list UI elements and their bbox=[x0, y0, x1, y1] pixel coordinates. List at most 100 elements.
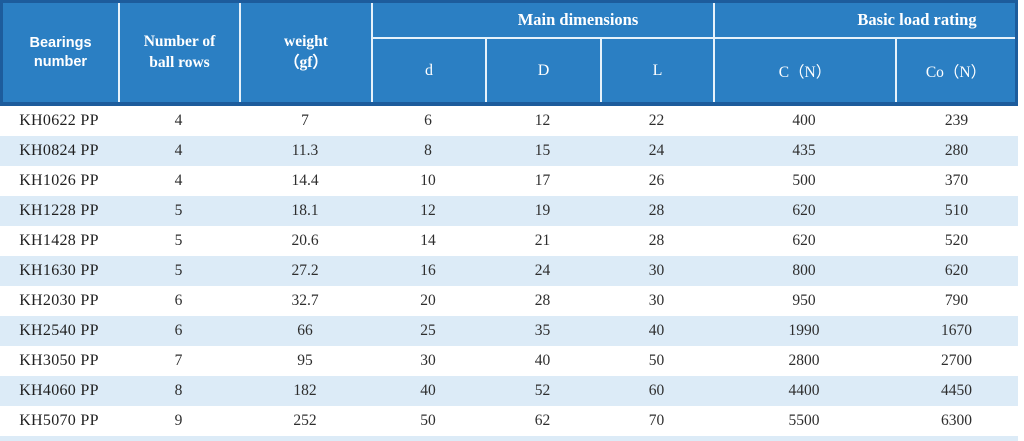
cell-Co: 239 bbox=[944, 112, 969, 130]
cell-C: 950 bbox=[792, 292, 816, 310]
cell-bearing-number: KH4060 PP bbox=[19, 382, 99, 399]
cell-L: 26 bbox=[648, 172, 665, 190]
cell-bearing-number: KH1228 PP bbox=[19, 202, 99, 219]
cell-Co: 370 bbox=[944, 172, 969, 190]
cell-L: 70 bbox=[648, 412, 665, 430]
cell-d: 6 bbox=[424, 112, 432, 130]
cell-C: 1990 bbox=[788, 322, 820, 340]
cell-d: 14 bbox=[420, 232, 436, 250]
header-cell-L: L bbox=[602, 39, 713, 102]
cell-Co: 280 bbox=[944, 142, 969, 160]
cell-C: 4400 bbox=[788, 382, 820, 400]
cell-ball-rows: 4 bbox=[174, 112, 183, 130]
header-cell-bearings-number: Bearings number bbox=[3, 3, 118, 102]
cell-Co: 510 bbox=[944, 202, 969, 220]
cell-D: 15 bbox=[534, 142, 551, 160]
cell-weight: 32.7 bbox=[291, 292, 319, 310]
table-row: KH4060 PP 8 182 40 52 60 4400 4450 bbox=[0, 376, 1018, 406]
cell-C: 5500 bbox=[788, 412, 820, 430]
cell-d: 25 bbox=[420, 322, 436, 340]
cell-Co: 520 bbox=[944, 232, 969, 250]
cell-Co: 4450 bbox=[941, 382, 972, 400]
header-cell-d: d bbox=[373, 39, 485, 102]
cell-D: 24 bbox=[534, 262, 551, 280]
cell-weight: 95 bbox=[297, 352, 313, 370]
header-group-basic-load-rating: Basic load rating bbox=[715, 3, 1015, 37]
cell-L: 24 bbox=[648, 142, 665, 160]
cell-C: 400 bbox=[792, 112, 816, 130]
cell-D: 21 bbox=[534, 232, 551, 250]
cell-bearing-number: KH3050 PP bbox=[19, 352, 99, 369]
cell-ball-rows: 4 bbox=[174, 142, 183, 160]
cell-d: 10 bbox=[420, 172, 436, 190]
cell-L: 30 bbox=[648, 292, 665, 310]
cell-ball-rows: 5 bbox=[174, 262, 183, 280]
cell-D: 17 bbox=[534, 172, 551, 190]
cell-L: 22 bbox=[648, 112, 665, 130]
cell-bearing-number: KH2540 PP bbox=[19, 322, 99, 339]
cell-D: 62 bbox=[534, 412, 551, 430]
cell-d: 40 bbox=[420, 382, 436, 400]
cell-ball-rows: 5 bbox=[174, 232, 183, 250]
cell-ball-rows: 4 bbox=[174, 172, 183, 190]
cell-ball-rows: 6 bbox=[174, 322, 183, 340]
table-row: KH2540 PP 6 66 25 35 40 1990 1670 bbox=[0, 316, 1018, 346]
cell-bearing-number: KH2030 PP bbox=[19, 292, 99, 309]
cell-D: 40 bbox=[534, 352, 551, 370]
cell-C: 435 bbox=[792, 142, 816, 160]
cell-weight: 27.2 bbox=[291, 262, 319, 280]
cell-L: 28 bbox=[648, 232, 665, 250]
cell-weight: 18.1 bbox=[291, 202, 319, 220]
cell-bearing-number: KH0622 PP bbox=[19, 112, 99, 129]
cell-L: 40 bbox=[648, 322, 665, 340]
table-row: KH2030 PP 6 32.7 20 28 30 950 790 bbox=[0, 286, 1018, 316]
header-label-weight: weight bbox=[284, 32, 328, 50]
cell-bearing-number: KH5070 PP bbox=[19, 412, 99, 429]
cell-Co: 1670 bbox=[941, 322, 972, 340]
cell-D: 19 bbox=[534, 202, 551, 220]
cell-d: 50 bbox=[420, 412, 436, 430]
header-cell-Co-N: Co（N） bbox=[897, 39, 1015, 102]
cell-D: 52 bbox=[534, 382, 551, 400]
cell-weight: 14.4 bbox=[291, 172, 319, 190]
table-row: KH1428 PP 5 20.6 14 21 28 620 520 bbox=[0, 226, 1018, 256]
cell-d: 20 bbox=[420, 292, 436, 310]
cell-weight: 20.6 bbox=[291, 232, 319, 250]
header-label-number-of-ball-rows: Number of ball rows bbox=[143, 32, 216, 71]
cell-L: 28 bbox=[648, 202, 665, 220]
cell-C: 800 bbox=[792, 262, 816, 280]
cell-ball-rows: 5 bbox=[174, 202, 183, 220]
cell-d: 16 bbox=[420, 262, 436, 280]
table-row: KH1630 PP 5 27.2 16 24 30 800 620 bbox=[0, 256, 1018, 286]
cell-D: 12 bbox=[534, 112, 551, 130]
table-row: KH0622 PP 4 7 6 12 22 400 239 bbox=[0, 106, 1018, 136]
cell-ball-rows: 8 bbox=[174, 382, 183, 400]
header-cell-D: D bbox=[487, 39, 600, 102]
cell-bearing-number: KH1630 PP bbox=[19, 262, 99, 279]
cell-Co: 620 bbox=[944, 262, 969, 280]
cell-weight: 252 bbox=[293, 412, 317, 430]
header-label-bearings-number: Bearings number bbox=[29, 34, 92, 70]
cell-L: 60 bbox=[648, 382, 665, 400]
table-row: KH5070 PP 9 252 50 62 70 5500 6300 bbox=[0, 406, 1018, 436]
cell-L: 50 bbox=[648, 352, 665, 370]
cell-ball-rows: 6 bbox=[174, 292, 183, 310]
cell-C: 620 bbox=[792, 202, 816, 220]
header-cell-C-N: C（N） bbox=[715, 39, 895, 102]
cell-Co: 6300 bbox=[941, 412, 972, 430]
table-row: KH1026 PP 4 14.4 10 17 26 500 370 bbox=[0, 166, 1018, 196]
cell-ball-rows: 9 bbox=[174, 412, 183, 430]
cell-weight: 7 bbox=[301, 112, 309, 130]
table-bottom-strip bbox=[0, 436, 1018, 441]
cell-d: 30 bbox=[420, 352, 436, 370]
header-cell-number-of-ball-rows: Number of ball rows bbox=[120, 3, 239, 102]
cell-C: 500 bbox=[792, 172, 816, 190]
cell-weight: 66 bbox=[297, 322, 313, 340]
cell-D: 35 bbox=[534, 322, 551, 340]
cell-Co: 790 bbox=[944, 292, 969, 310]
header-cell-weight: weight （gf） bbox=[241, 3, 371, 102]
cell-bearing-number: KH0824 PP bbox=[19, 142, 99, 159]
table-row: KH0824 PP 4 11.3 8 15 24 435 280 bbox=[0, 136, 1018, 166]
